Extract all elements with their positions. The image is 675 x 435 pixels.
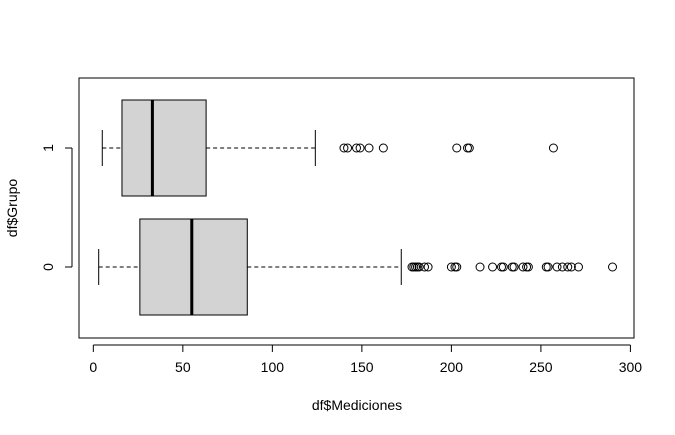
boxes: [98, 99, 618, 316]
outlier-point: [420, 262, 430, 272]
outlier-point: [574, 262, 583, 272]
box-group-1: [101, 99, 558, 197]
outlier-point: [523, 262, 533, 272]
outlier-point: [423, 262, 433, 272]
x-tick-label: 300: [619, 359, 643, 375]
outlier-point: [414, 262, 424, 272]
y-axis-title: df$Grupo: [4, 179, 20, 238]
outlier-point: [541, 262, 551, 272]
outlier-point: [378, 143, 388, 153]
outlier-point: [463, 143, 472, 153]
x-axis-title: df$Mediciones: [312, 397, 402, 413]
outlier-point: [566, 262, 576, 272]
outlier-point: [552, 262, 562, 272]
outlier-point: [339, 143, 349, 153]
outlier-point: [543, 262, 553, 272]
outlier-point: [452, 262, 462, 272]
outlier-point: [352, 143, 361, 153]
outlier-point: [608, 262, 618, 272]
outlier-point: [557, 262, 567, 272]
box: [121, 99, 207, 197]
outlier-point: [355, 143, 365, 153]
outlier-point: [498, 262, 508, 272]
y-axis: 01: [40, 144, 73, 271]
outlier-point: [452, 143, 462, 153]
x-tick-label: 50: [175, 359, 191, 375]
x-axis: 0 50 100 150 200 250 300: [89, 344, 643, 375]
y-tick-label: 0: [40, 263, 56, 271]
outlier-point: [563, 262, 573, 272]
x-tick-label: 150: [350, 359, 374, 375]
x-tick-label: 100: [261, 359, 285, 375]
x-tick-label: 250: [529, 359, 553, 375]
x-tick-label: 200: [440, 359, 464, 375]
outlier-point: [488, 262, 498, 272]
outlier-point: [497, 262, 507, 272]
outlier-point: [343, 143, 353, 153]
outlier-point: [364, 143, 374, 153]
outlier-point: [518, 262, 528, 272]
outlier-point: [507, 262, 517, 272]
outlier-point: [509, 262, 519, 272]
outlier-point: [475, 262, 485, 272]
box-group-0: [98, 218, 618, 316]
y-tick-label: 1: [40, 144, 56, 152]
box: [139, 218, 248, 316]
plot-frame: [78, 77, 635, 339]
x-tick-label: 0: [89, 359, 97, 375]
outlier-point: [464, 143, 474, 153]
outlier-point: [548, 143, 558, 153]
outlier-point: [446, 262, 456, 272]
